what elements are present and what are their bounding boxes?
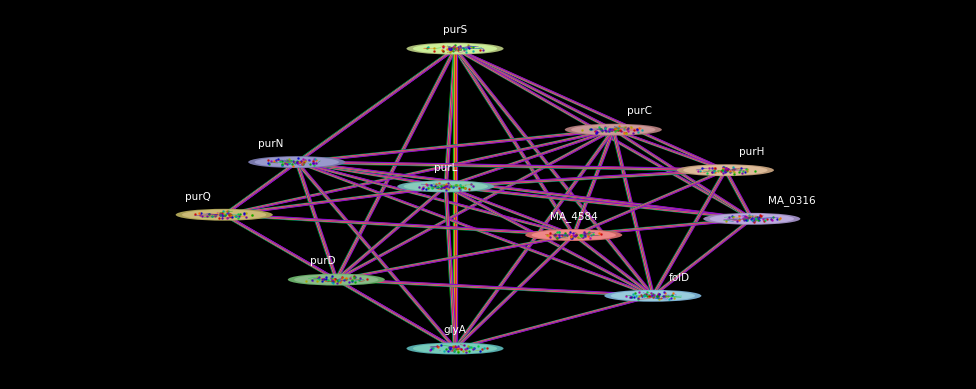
Ellipse shape (397, 180, 494, 192)
Ellipse shape (677, 164, 774, 176)
Ellipse shape (525, 229, 623, 241)
Text: purL: purL (434, 163, 458, 173)
Ellipse shape (176, 209, 272, 221)
Ellipse shape (288, 273, 385, 286)
Text: purN: purN (258, 139, 283, 149)
Ellipse shape (406, 343, 504, 354)
Text: MA_0316: MA_0316 (767, 194, 815, 205)
Ellipse shape (182, 210, 266, 220)
Ellipse shape (406, 43, 504, 54)
Text: glyA: glyA (443, 325, 467, 335)
Text: purH: purH (739, 147, 764, 157)
Ellipse shape (683, 165, 767, 175)
Ellipse shape (532, 230, 616, 240)
Ellipse shape (255, 157, 339, 167)
Ellipse shape (404, 181, 488, 191)
Ellipse shape (611, 291, 695, 301)
Text: purD: purD (310, 256, 336, 266)
Text: purQ: purQ (184, 191, 211, 202)
Ellipse shape (248, 156, 346, 168)
Ellipse shape (704, 213, 800, 225)
Ellipse shape (571, 124, 656, 135)
Ellipse shape (565, 124, 662, 136)
Text: folD: folD (669, 273, 690, 282)
Ellipse shape (413, 343, 497, 354)
Ellipse shape (604, 290, 702, 302)
Ellipse shape (413, 44, 497, 54)
Ellipse shape (294, 274, 379, 285)
Text: purC: purC (628, 107, 652, 116)
Text: purS: purS (443, 25, 468, 35)
Text: MA_4584: MA_4584 (549, 211, 597, 222)
Ellipse shape (710, 214, 794, 224)
